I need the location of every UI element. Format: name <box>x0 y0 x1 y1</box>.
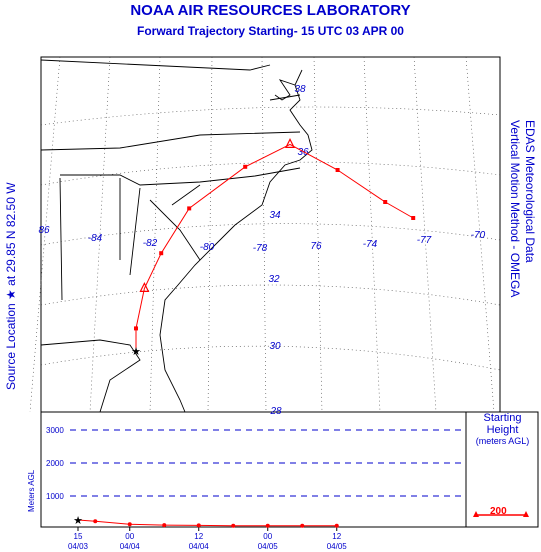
height-point <box>231 523 236 528</box>
y-tick-1000: 1000 <box>46 492 64 501</box>
height-point <box>127 522 132 527</box>
source-star: ★ <box>131 346 141 358</box>
height-point <box>265 523 270 528</box>
trajectory-point <box>383 200 388 204</box>
trajectory-triangle <box>139 282 150 292</box>
height-grid <box>70 429 462 497</box>
lon-label-78: -78 <box>253 243 268 254</box>
starting-height-units: (meters AGL) <box>475 436 530 446</box>
x-tick-date: 04/04 <box>120 542 141 551</box>
height-point <box>300 523 305 528</box>
x-tick-date: 04/04 <box>189 542 210 551</box>
y-tick-2000: 2000 <box>46 459 64 468</box>
height-series: ★ <box>73 515 339 528</box>
starting-height-subtitle: Height <box>486 424 519 436</box>
trajectory-point <box>159 251 164 256</box>
y-axis-label: Meters AGL <box>27 469 36 512</box>
height-line <box>77 519 337 527</box>
height-panel-frame <box>40 411 539 528</box>
starting-height-value: 200 <box>490 506 507 517</box>
lat-label-32: 32 <box>268 274 280 285</box>
height-point <box>162 523 167 528</box>
trajectory-point <box>335 168 340 172</box>
x-tick-date: 04/05 <box>258 542 279 551</box>
x-tick-hour: 00 <box>263 532 272 541</box>
x-tick-hour: 00 <box>125 532 134 541</box>
trajectory-line <box>135 143 414 351</box>
y-tick-3000: 3000 <box>46 426 64 435</box>
chart-title: NOAA AIR RESOURCES LABORATORY <box>130 2 411 19</box>
lat-label-38: 38 <box>294 84 306 95</box>
lat-label-34: 34 <box>269 210 281 221</box>
trajectory-point <box>134 326 138 331</box>
height-point <box>334 523 339 528</box>
lon-label-80: -80 <box>200 242 215 253</box>
lon-label-77: -77 <box>417 235 432 246</box>
height-point <box>196 523 201 528</box>
trajectory-point <box>187 206 192 211</box>
lon-label-70: -70 <box>471 230 486 241</box>
starting-height-marker-left <box>473 511 479 517</box>
map-boundaries <box>40 59 313 413</box>
trajectory-point <box>411 216 416 220</box>
x-tick-hour: 15 <box>74 532 83 541</box>
lon-label-86: 86 <box>38 225 50 236</box>
starting-height-box: Starting Height (meters AGL) <box>466 412 539 446</box>
x-tick-date: 04/05 <box>327 542 348 551</box>
starting-height-title: Starting <box>483 412 522 424</box>
trajectory-series: ★ <box>131 138 416 358</box>
lon-label-84: -84 <box>88 233 103 244</box>
x-tick-date: 04/03 <box>68 542 89 551</box>
trajectory-triangle <box>285 138 295 148</box>
starting-height-marker-right <box>523 511 529 517</box>
lon-label-82: -82 <box>143 238 158 249</box>
height-point <box>93 519 98 524</box>
lon-label-76: 76 <box>310 241 322 252</box>
lat-label-36: 36 <box>297 147 309 158</box>
lat-label-30: 30 <box>269 341 281 352</box>
chart-subtitle: Forward Trajectory Starting- 15 UTC 03 A… <box>137 24 404 38</box>
height-source-star: ★ <box>73 515 83 527</box>
lat-label-28: 28 <box>269 406 282 417</box>
map-grid <box>29 56 501 413</box>
x-tick-hour: 12 <box>194 532 203 541</box>
trajectory-point <box>243 164 248 169</box>
x-tick-hour: 12 <box>332 532 341 541</box>
lon-label-74: -74 <box>363 239 378 250</box>
